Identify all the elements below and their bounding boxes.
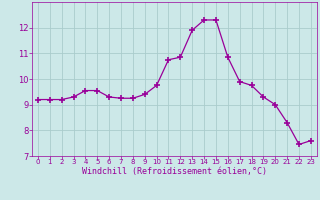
X-axis label: Windchill (Refroidissement éolien,°C): Windchill (Refroidissement éolien,°C) xyxy=(82,167,267,176)
